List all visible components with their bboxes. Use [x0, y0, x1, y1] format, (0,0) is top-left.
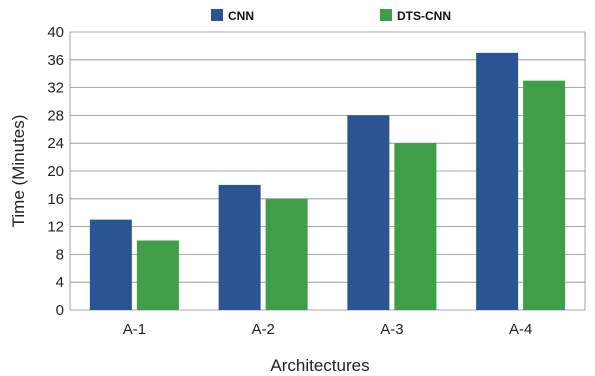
bar-dts-cnn-a-4: [523, 80, 566, 311]
y-tick-label: 40: [47, 24, 64, 41]
x-axis-title: Architectures: [270, 356, 369, 375]
y-tick-label: 8: [56, 246, 64, 263]
bar-cnn-a-3: [347, 115, 390, 311]
bar-cnn-a-1: [89, 219, 132, 310]
y-tick-label: 4: [56, 274, 64, 291]
bars: [89, 52, 566, 311]
x-tick-label: A-1: [123, 321, 146, 338]
y-tick-label: 16: [47, 191, 64, 208]
x-tick-labels: A-1 A-2 A-3 A-4: [123, 321, 533, 338]
y-tick-label: 0: [56, 302, 64, 319]
x-tick-label: A-2: [251, 321, 274, 338]
legend-label-dts-cnn: DTS-CNN: [397, 9, 451, 23]
y-tick-labels: 0 4 8 12 16 20 24 28 32 36 40: [47, 24, 64, 319]
bar-cnn-a-4: [476, 52, 519, 310]
y-tick-label: 28: [47, 107, 64, 124]
legend: CNN DTS-CNN: [211, 9, 451, 23]
y-tick-label: 24: [47, 135, 64, 152]
legend-swatch-cnn: [211, 9, 223, 21]
y-tick-label: 12: [47, 219, 64, 236]
y-tick-label: 20: [47, 163, 64, 180]
y-axis-title: Time (Minutes): [9, 115, 28, 228]
x-tick-label: A-3: [380, 321, 403, 338]
bar-dts-cnn-a-1: [136, 240, 179, 310]
legend-swatch-dts-cnn: [380, 9, 392, 21]
x-tick-label: A-4: [509, 321, 532, 338]
y-tick-label: 36: [47, 52, 64, 69]
legend-label-cnn: CNN: [228, 9, 254, 23]
bar-cnn-a-2: [218, 184, 261, 310]
y-tick-label: 32: [47, 80, 64, 97]
bar-dts-cnn-a-3: [394, 143, 437, 310]
bar-dts-cnn-a-2: [265, 198, 308, 310]
